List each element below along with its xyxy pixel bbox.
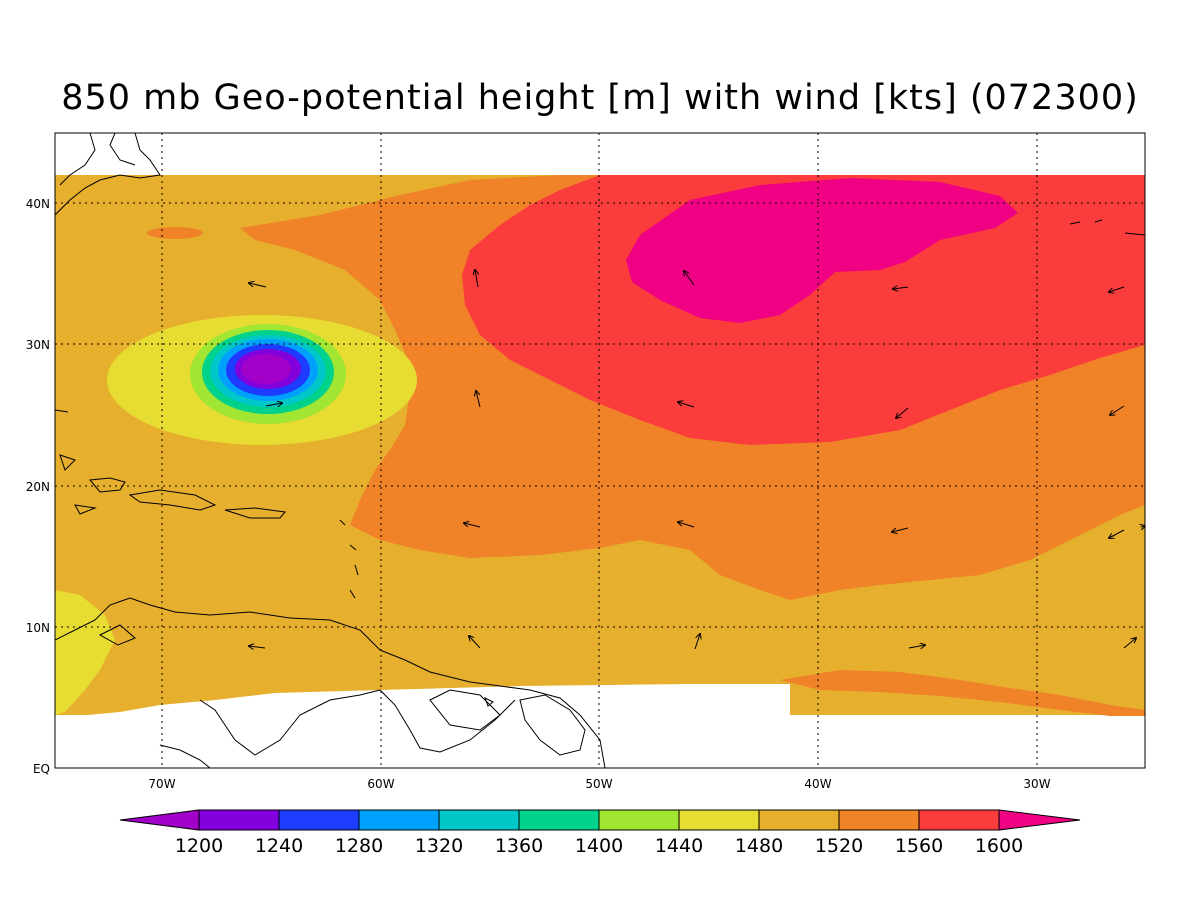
wind-arrow (475, 270, 478, 288)
band-1480-southwest (55, 590, 115, 715)
lat-tick-label: 30N (26, 338, 50, 352)
colorbar (119, 809, 1081, 831)
wind-arrow (896, 407, 909, 418)
wind-arrow (1110, 405, 1125, 415)
coast-northeast-us (55, 133, 161, 216)
missing-data-north (55, 133, 1145, 175)
colorbar-label: 1280 (335, 835, 383, 857)
lat-tick-label: 40N (26, 197, 50, 211)
band-1560-south (780, 670, 1145, 716)
lon-tick-label: 70W (148, 777, 175, 791)
lon-tick-label: 40W (804, 777, 831, 791)
wind-arrow (694, 634, 700, 650)
wind-arrow (892, 527, 909, 532)
colorbar-swatch (678, 809, 760, 831)
wind-arrow (1109, 529, 1125, 538)
wind-arrow (464, 523, 481, 528)
wind-arrow (469, 636, 481, 649)
colorbar-swatch (758, 809, 840, 831)
wind-arrow (1141, 526, 1145, 527)
wind-arrow (1123, 638, 1136, 649)
colorbar-label: 1360 (495, 835, 543, 857)
ring-1200 (241, 354, 291, 384)
lon-tick-label: 60W (367, 777, 394, 791)
lat-tick-label: 10N (26, 621, 50, 635)
wind-arrow (908, 645, 925, 648)
gridlines (55, 133, 1145, 768)
colorbar-swatch (438, 809, 520, 831)
colorbar-low-triangle (119, 809, 200, 831)
plot-frame (54, 132, 1146, 769)
missing-data-south (55, 684, 790, 768)
lat-tick-label: 20N (26, 480, 50, 494)
wind-arrow (684, 271, 695, 286)
coastlines (55, 133, 1145, 768)
colorbar-swatch (278, 809, 360, 831)
colorbar-swatch (198, 809, 280, 831)
colorbar-label: 1400 (575, 835, 623, 857)
band-1600 (462, 175, 1145, 445)
contour-fill (55, 133, 1145, 768)
coast-south-america (55, 597, 606, 768)
wind-arrow (265, 403, 282, 406)
lat-ticks: 40N 30N 20N 10N EQ (26, 197, 50, 776)
colorbar-swatch (598, 809, 680, 831)
colorbar-label: 1520 (815, 835, 863, 857)
colorbar-label: 1480 (735, 835, 783, 857)
band-1560-small (147, 227, 203, 239)
wind-arrow (893, 287, 909, 289)
wind-arrow (476, 391, 481, 408)
lon-ticks: 70W 60W 50W 40W 30W (148, 777, 1050, 791)
wind-arrow (1109, 286, 1125, 292)
colorbar-labels: 1200 1240 1280 1320 1360 1400 1440 1480 … (175, 835, 1023, 857)
wind-arrow (678, 402, 695, 408)
wind-arrow (249, 283, 267, 288)
wind-arrow (249, 646, 266, 648)
colorbar-label: 1560 (895, 835, 943, 857)
colorbar-label: 1600 (975, 835, 1023, 857)
colorbar-swatch (838, 809, 920, 831)
colorbar-label: 1320 (415, 835, 463, 857)
wind-arrow (678, 522, 695, 528)
map-title: 850 mb Geo-potential height [m] with win… (61, 78, 1139, 118)
wind-vectors (249, 270, 1145, 649)
lon-tick-label: 50W (585, 777, 612, 791)
colorbar-swatch (358, 809, 440, 831)
lon-tick-label: 30W (1023, 777, 1050, 791)
colorbar-label: 1240 (255, 835, 303, 857)
colorbar-swatch (918, 809, 1000, 831)
band-1600-plus (626, 178, 1018, 323)
colorbar-swatch (518, 809, 600, 831)
colorbar-label: 1200 (175, 835, 223, 857)
colorbar-label: 1440 (655, 835, 703, 857)
colorbar-high-triangle (998, 809, 1081, 831)
lat-tick-label: EQ (33, 762, 50, 776)
